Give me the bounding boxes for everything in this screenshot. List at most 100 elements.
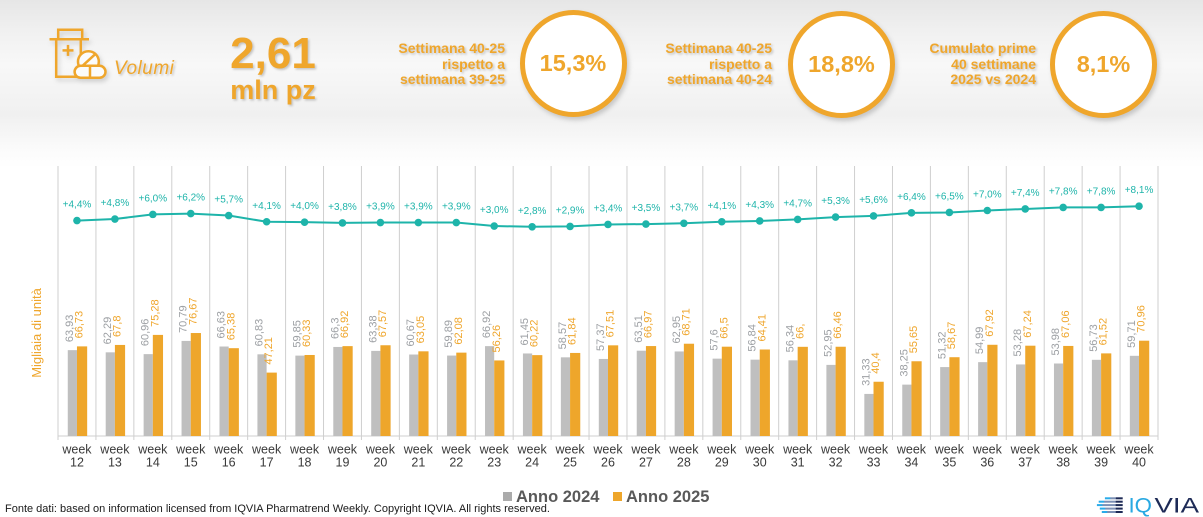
svg-text:30: 30 — [753, 456, 767, 470]
svg-text:32: 32 — [829, 456, 843, 470]
svg-text:+6,5%: +6,5% — [935, 191, 964, 202]
svg-text:76,67: 76,67 — [187, 297, 199, 325]
svg-text:51,32: 51,32 — [936, 332, 948, 360]
svg-text:70,96: 70,96 — [1136, 305, 1148, 333]
svg-text:IQ: IQ — [1129, 495, 1153, 517]
svg-text:56,26: 56,26 — [491, 325, 503, 353]
svg-text:+4,1%: +4,1% — [252, 201, 281, 212]
svg-text:+6,2%: +6,2% — [176, 193, 205, 204]
svg-text:65,38: 65,38 — [225, 313, 237, 341]
svg-text:17: 17 — [260, 456, 274, 470]
svg-text:+4,4%: +4,4% — [63, 200, 92, 211]
svg-text:60,96: 60,96 — [140, 319, 152, 347]
svg-text:week: week — [175, 443, 206, 457]
svg-text:week: week — [441, 443, 472, 457]
svg-text:+5,7%: +5,7% — [214, 195, 243, 206]
svg-text:67,57: 67,57 — [377, 310, 389, 338]
svg-text:+8,1%: +8,1% — [1125, 185, 1154, 196]
svg-text:week: week — [782, 443, 813, 457]
svg-text:16: 16 — [222, 456, 236, 470]
svg-text:+4,8%: +4,8% — [101, 198, 130, 209]
svg-text:Migliaia di unità: Migliaia di unità — [29, 287, 44, 377]
svg-text:week: week — [630, 443, 661, 457]
svg-text:+6,0%: +6,0% — [139, 193, 168, 204]
svg-text:31,33: 31,33 — [860, 358, 872, 386]
svg-text:63,51: 63,51 — [633, 315, 645, 343]
svg-text:week: week — [479, 443, 510, 457]
svg-text:60,83: 60,83 — [254, 319, 266, 347]
svg-text:week: week — [213, 443, 244, 457]
svg-text:13: 13 — [108, 456, 122, 470]
svg-text:61,84: 61,84 — [567, 317, 579, 345]
svg-text:+3,9%: +3,9% — [366, 202, 395, 213]
svg-text:56,34: 56,34 — [785, 325, 797, 353]
svg-text:26: 26 — [601, 456, 615, 470]
svg-text:28: 28 — [677, 456, 691, 470]
svg-text:60,33: 60,33 — [301, 319, 313, 347]
svg-text:week: week — [517, 443, 548, 457]
svg-text:58,57: 58,57 — [557, 322, 569, 350]
svg-text:59,71: 59,71 — [1126, 320, 1138, 348]
svg-text:week: week — [1048, 443, 1079, 457]
svg-text:58,67: 58,67 — [946, 322, 958, 350]
svg-text:+7,8%: +7,8% — [1049, 186, 1078, 197]
svg-text:61,45: 61,45 — [519, 318, 531, 346]
svg-text:week: week — [934, 443, 965, 457]
svg-text:53,28: 53,28 — [1012, 329, 1024, 357]
svg-text:week: week — [365, 443, 396, 457]
svg-text:66,5: 66,5 — [718, 317, 730, 338]
svg-text:week: week — [99, 443, 130, 457]
svg-text:63,93: 63,93 — [64, 315, 76, 343]
svg-text:52,95: 52,95 — [822, 329, 834, 357]
svg-text:39: 39 — [1094, 456, 1108, 470]
svg-text:55,65: 55,65 — [908, 326, 920, 354]
svg-text:37: 37 — [1018, 456, 1032, 470]
svg-text:VIA: VIA — [1155, 495, 1200, 517]
svg-text:56,84: 56,84 — [747, 324, 759, 352]
svg-text:67,92: 67,92 — [984, 309, 996, 337]
svg-text:+4,7%: +4,7% — [783, 198, 812, 209]
svg-text:59,85: 59,85 — [291, 320, 303, 348]
svg-text:week: week — [403, 443, 434, 457]
svg-text:+7,0%: +7,0% — [973, 190, 1002, 201]
svg-text:66,: 66, — [794, 324, 806, 339]
svg-text:66,73: 66,73 — [74, 311, 86, 339]
svg-text:+3,9%: +3,9% — [404, 202, 433, 213]
svg-text:67,06: 67,06 — [1060, 310, 1072, 338]
svg-text:66,3: 66,3 — [329, 318, 341, 339]
svg-text:24: 24 — [525, 456, 539, 470]
svg-text:63,05: 63,05 — [415, 316, 427, 344]
svg-text:53,98: 53,98 — [1050, 328, 1062, 356]
svg-text:week: week — [706, 443, 737, 457]
svg-text:week: week — [1010, 443, 1041, 457]
svg-text:+5,3%: +5,3% — [821, 196, 850, 207]
svg-text:61,52: 61,52 — [1098, 318, 1110, 346]
svg-text:+2,9%: +2,9% — [556, 205, 585, 216]
svg-text:+4,3%: +4,3% — [745, 200, 774, 211]
svg-text:34: 34 — [904, 456, 918, 470]
svg-text:64,41: 64,41 — [756, 314, 768, 342]
svg-text:+2,8%: +2,8% — [518, 206, 547, 217]
svg-text:+4,0%: +4,0% — [290, 201, 319, 212]
svg-text:47,21: 47,21 — [263, 337, 275, 365]
svg-text:+6,4%: +6,4% — [897, 192, 926, 203]
svg-text:62,08: 62,08 — [453, 317, 465, 345]
svg-text:66,46: 66,46 — [832, 311, 844, 339]
svg-text:15: 15 — [184, 456, 198, 470]
svg-text:68,71: 68,71 — [680, 308, 692, 336]
svg-text:62,29: 62,29 — [102, 317, 114, 345]
svg-text:+3,4%: +3,4% — [594, 203, 623, 214]
svg-text:36: 36 — [980, 456, 994, 470]
svg-text:60,22: 60,22 — [529, 320, 541, 348]
svg-text:33: 33 — [867, 456, 881, 470]
svg-text:week: week — [858, 443, 889, 457]
svg-text:week: week — [327, 443, 358, 457]
svg-text:66,92: 66,92 — [481, 311, 493, 339]
svg-text:63,38: 63,38 — [367, 315, 379, 343]
svg-text:56,73: 56,73 — [1088, 324, 1100, 352]
svg-text:57,6: 57,6 — [709, 329, 721, 350]
svg-text:25: 25 — [563, 456, 577, 470]
svg-text:38: 38 — [1056, 456, 1070, 470]
svg-text:22: 22 — [449, 456, 463, 470]
svg-text:67,24: 67,24 — [1022, 310, 1034, 338]
